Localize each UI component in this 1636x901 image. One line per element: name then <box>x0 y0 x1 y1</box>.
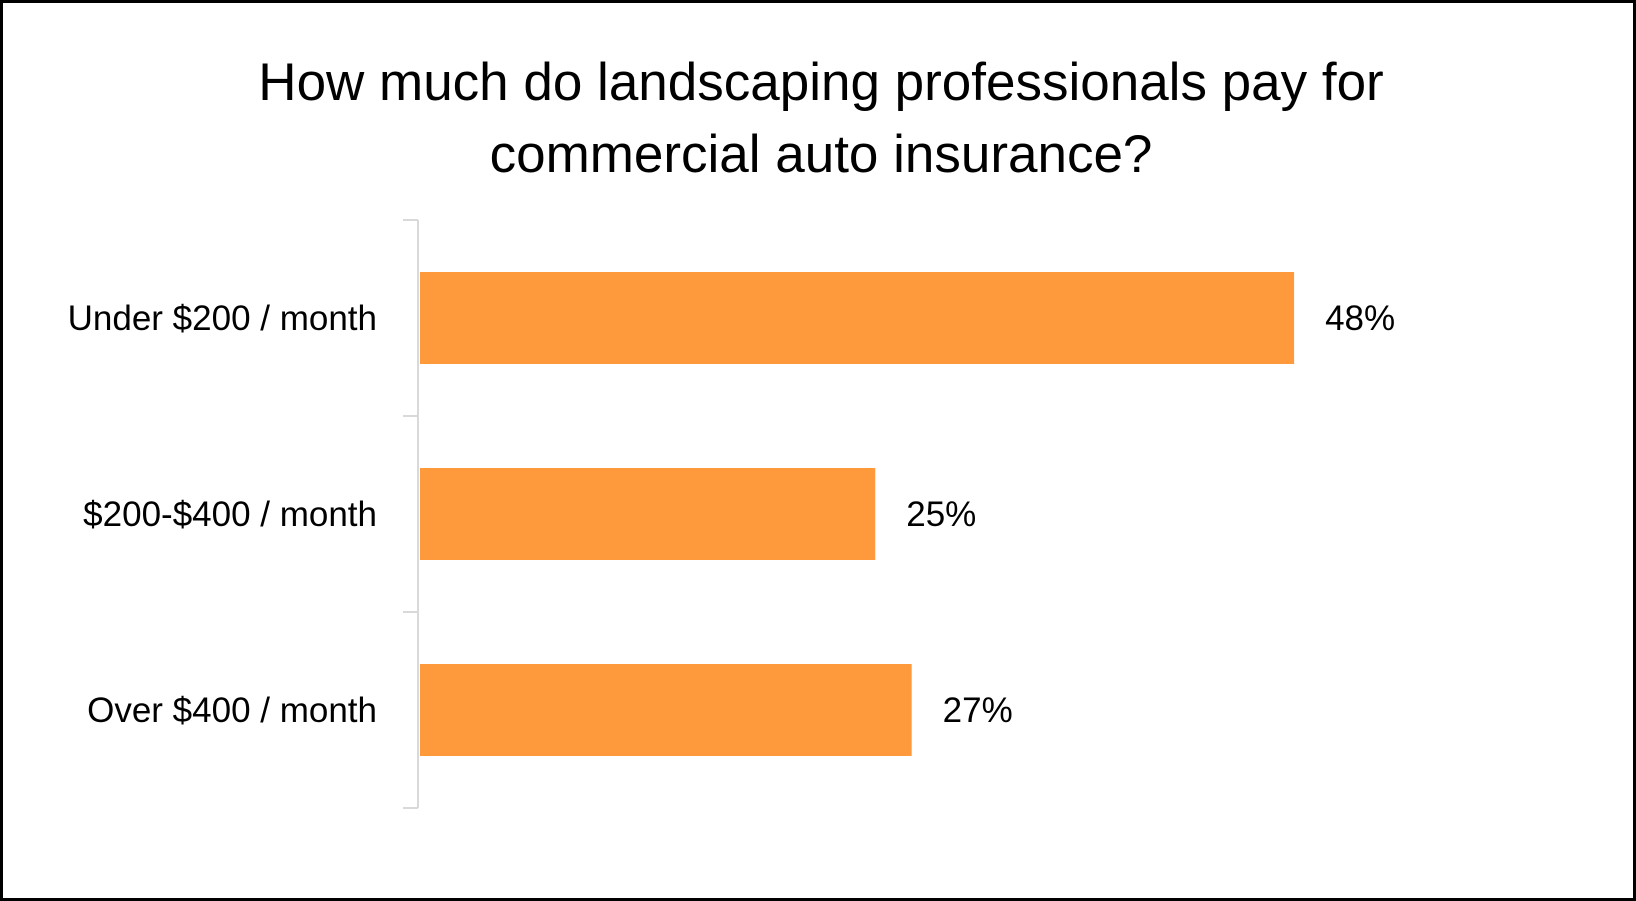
value-label: 25% <box>906 495 976 534</box>
chart-title: How much do landscaping professionals pa… <box>258 53 1384 184</box>
value-label: 27% <box>943 691 1013 730</box>
value-label: 48% <box>1325 299 1395 338</box>
bar <box>420 468 876 560</box>
category-label: Over $400 / month <box>87 691 377 730</box>
bar <box>420 664 912 756</box>
bar <box>420 272 1295 364</box>
category-label: $200-$400 / month <box>83 495 377 534</box>
category-label: Under $200 / month <box>68 299 377 338</box>
